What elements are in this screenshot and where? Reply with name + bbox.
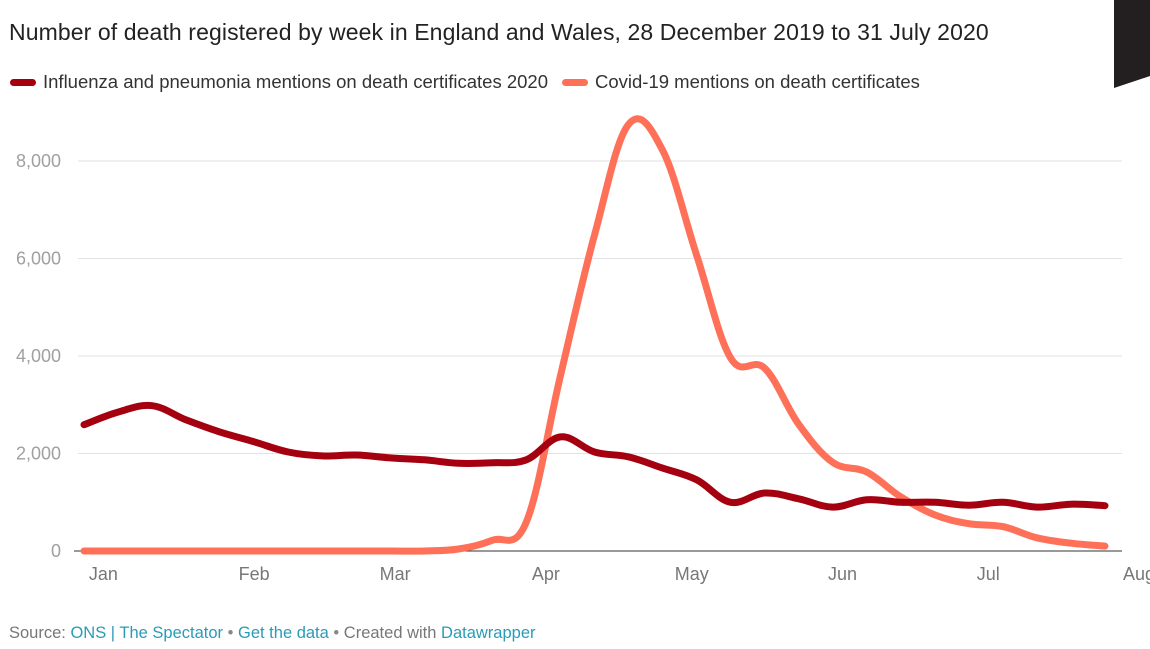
x-tick-label: Jan xyxy=(89,564,118,584)
datawrapper-link[interactable]: Datawrapper xyxy=(441,624,536,642)
x-axis-ticks: Jan Feb Mar Apr May Jun Jul Aug xyxy=(89,564,1150,584)
y-tick-label: 2,000 xyxy=(16,444,61,464)
x-tick-label: May xyxy=(675,564,709,584)
legend-item-covid: Covid-19 mentions on death certificates xyxy=(561,71,920,93)
y-tick-label: 4,000 xyxy=(16,346,61,366)
publisher-corner-mark xyxy=(1114,0,1150,88)
legend-swatch-covid xyxy=(561,78,588,86)
source-label: Source: xyxy=(9,624,66,642)
series-line-influenza xyxy=(80,401,1109,511)
x-tick-label: Feb xyxy=(239,564,270,584)
legend-label-influenza: Influenza and pneumonia mentions on deat… xyxy=(43,71,548,92)
x-tick-label: Aug xyxy=(1123,564,1150,584)
x-tick-label: Apr xyxy=(532,564,560,584)
footer: Source: ONS | The Spectator • Get the da… xyxy=(9,624,536,643)
legend: Influenza and pneumonia mentions on deat… xyxy=(10,71,934,93)
x-tick-label: Jun xyxy=(828,564,857,584)
legend-item-influenza: Influenza and pneumonia mentions on deat… xyxy=(10,71,548,93)
footer-separator: • xyxy=(333,624,340,642)
get-the-data-link[interactable]: Get the data xyxy=(238,624,329,642)
x-tick-label: Jul xyxy=(977,564,1000,584)
series-line-covid xyxy=(80,115,1109,555)
source-link[interactable]: ONS | The Spectator xyxy=(70,624,224,642)
y-axis-ticks: 0 2,000 4,000 6,000 8,000 xyxy=(16,151,61,561)
y-tick-label: 6,000 xyxy=(16,249,61,269)
created-with-label: Created with xyxy=(343,624,437,642)
legend-label-covid: Covid-19 mentions on death certificates xyxy=(594,71,920,92)
chart-title: Number of death registered by week in En… xyxy=(9,19,989,45)
legend-swatch-influenza xyxy=(10,78,36,86)
series-lines xyxy=(80,115,1109,555)
x-tick-label: Mar xyxy=(380,564,411,584)
footer-separator: • xyxy=(227,624,234,642)
y-tick-label: 0 xyxy=(51,541,61,561)
y-tick-label: 8,000 xyxy=(16,151,61,171)
